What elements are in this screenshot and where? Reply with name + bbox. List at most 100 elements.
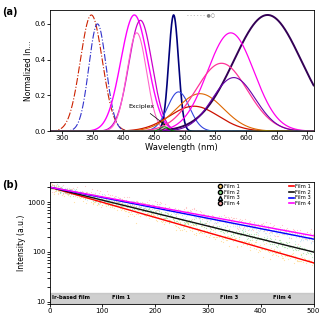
Point: [134, 199, 140, 204]
Point: [195, 214, 200, 219]
Point: [87, 191, 92, 196]
Point: [76, 191, 81, 196]
Point: [102, 198, 107, 203]
Point: [149, 211, 154, 216]
Point: [65, 186, 70, 191]
Point: [193, 222, 198, 227]
Point: [301, 232, 306, 237]
Point: [293, 228, 298, 234]
Point: [251, 226, 256, 231]
Point: [208, 232, 213, 237]
Point: [244, 222, 249, 228]
Point: [48, 185, 53, 190]
Point: [169, 220, 174, 225]
Point: [148, 202, 153, 207]
Point: [257, 237, 262, 242]
Point: [108, 201, 114, 206]
Point: [155, 211, 160, 216]
Point: [305, 235, 310, 240]
Point: [255, 235, 260, 240]
Point: [197, 219, 202, 224]
Point: [119, 196, 124, 202]
Point: [181, 226, 186, 231]
Point: [52, 186, 57, 191]
Point: [128, 209, 133, 214]
Point: [255, 227, 260, 232]
Point: [118, 207, 124, 212]
Point: [112, 193, 117, 198]
Point: [257, 224, 262, 229]
Point: [278, 252, 284, 257]
Point: [122, 200, 127, 205]
Point: [239, 238, 244, 243]
Point: [89, 196, 94, 202]
Point: [208, 216, 213, 221]
Point: [128, 203, 133, 208]
Point: [147, 198, 152, 203]
Point: [156, 212, 161, 217]
Point: [142, 204, 147, 210]
Point: [105, 200, 110, 205]
Point: [182, 221, 187, 226]
Point: [216, 218, 221, 223]
Point: [288, 255, 293, 260]
Point: [202, 215, 207, 220]
Point: [270, 240, 276, 245]
Point: [147, 205, 152, 210]
Point: [140, 206, 145, 211]
Point: [289, 235, 294, 240]
Point: [151, 202, 156, 207]
Text: Film 4: Film 4: [273, 295, 291, 300]
Point: [151, 211, 156, 216]
Point: [157, 216, 162, 221]
Point: [265, 249, 270, 254]
Point: [82, 184, 87, 189]
Point: [169, 208, 174, 213]
Point: [162, 205, 167, 210]
Point: [201, 221, 206, 226]
Point: [57, 185, 62, 190]
Point: [166, 208, 171, 213]
Point: [133, 212, 138, 217]
Point: [253, 240, 258, 245]
Point: [203, 234, 208, 239]
Point: [311, 249, 316, 254]
Point: [291, 247, 296, 252]
Point: [88, 192, 93, 197]
Point: [70, 190, 75, 196]
Point: [307, 257, 312, 262]
Point: [283, 229, 288, 235]
Point: [239, 230, 244, 236]
Point: [151, 210, 156, 215]
Point: [179, 208, 184, 213]
Point: [241, 232, 246, 237]
Point: [236, 226, 241, 231]
Point: [253, 227, 258, 232]
Point: [234, 218, 239, 223]
Point: [156, 209, 161, 214]
Point: [134, 200, 139, 205]
Point: [298, 236, 303, 241]
Point: [204, 217, 209, 222]
Point: [231, 216, 236, 221]
Point: [274, 228, 279, 233]
Point: [264, 226, 269, 231]
Point: [308, 260, 313, 265]
Point: [100, 197, 106, 202]
Point: [122, 202, 127, 207]
Point: [274, 231, 279, 236]
Point: [162, 210, 167, 215]
Point: [251, 232, 256, 237]
Point: [282, 229, 287, 234]
Point: [83, 196, 88, 201]
Point: [191, 217, 196, 222]
Point: [269, 230, 274, 235]
Point: [78, 190, 83, 196]
Point: [92, 195, 98, 200]
Point: [243, 223, 248, 228]
Point: [115, 199, 120, 204]
Point: [74, 193, 79, 198]
Point: [156, 216, 161, 221]
Point: [144, 203, 149, 208]
Point: [81, 193, 86, 198]
